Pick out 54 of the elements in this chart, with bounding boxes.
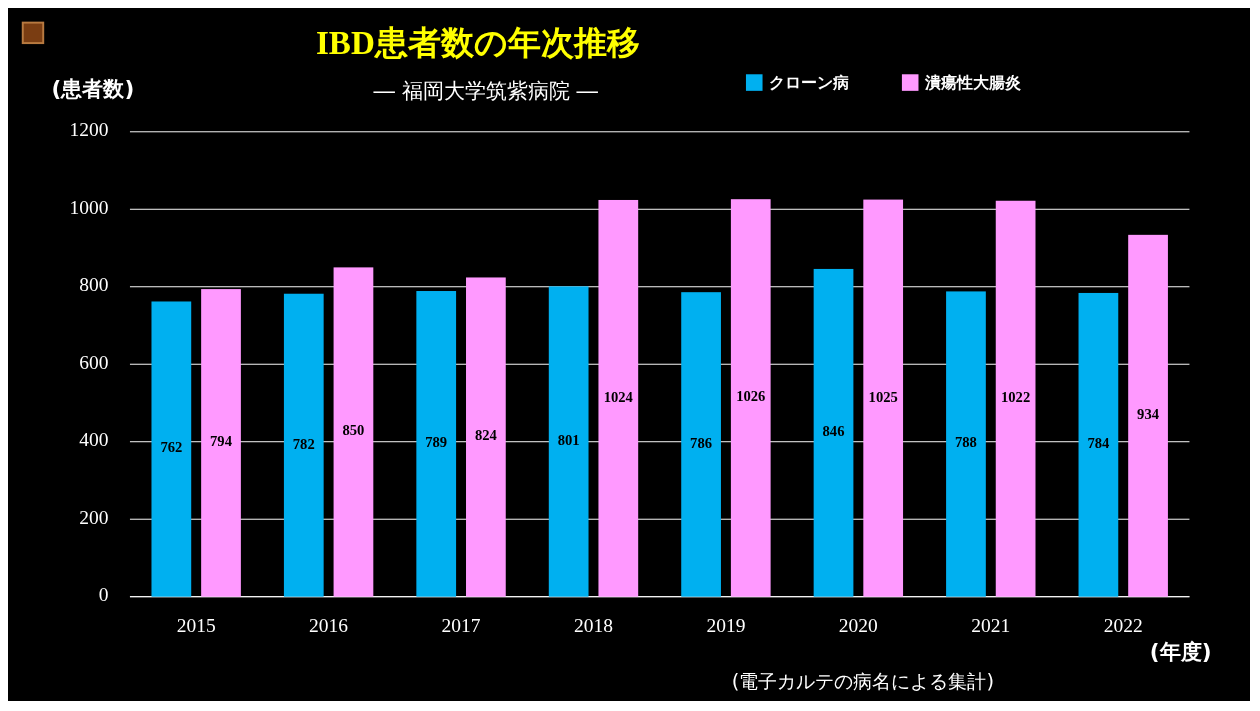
data-label: 788 <box>955 434 977 451</box>
bar <box>995 200 1036 597</box>
data-label: 801 <box>557 431 580 448</box>
x-tick-label: 2018 <box>574 614 613 636</box>
bar <box>201 289 241 597</box>
y-axis-title: (患者数) <box>51 75 135 101</box>
data-label: 934 <box>1137 406 1160 423</box>
bar <box>151 301 192 597</box>
bar <box>416 291 457 597</box>
bar <box>1128 234 1168 597</box>
bar <box>730 199 771 597</box>
data-label: 786 <box>690 434 713 451</box>
y-tick-label: 0 <box>98 584 109 606</box>
data-label: 850 <box>342 422 365 439</box>
bar <box>548 286 589 597</box>
data-label: 782 <box>292 435 315 452</box>
bar <box>466 277 506 597</box>
bar <box>333 267 374 597</box>
y-tick-label: 400 <box>79 429 109 451</box>
bar <box>863 199 904 597</box>
x-axis-title: (年度) <box>1149 639 1212 665</box>
chart-title: IBD患者数の年次推移 <box>315 23 640 61</box>
data-label: 1022 <box>1001 389 1031 406</box>
data-label: 762 <box>160 439 183 456</box>
data-label: 824 <box>474 427 498 444</box>
y-tick-label: 800 <box>79 274 109 296</box>
x-tick-label: 2020 <box>838 614 878 636</box>
data-label: 1026 <box>736 388 766 405</box>
x-tick-label: 2016 <box>309 614 349 636</box>
bar <box>283 293 324 597</box>
data-label: 789 <box>425 434 448 451</box>
x-tick-label: 2021 <box>971 614 1011 636</box>
legend-label: 潰瘍性大腸炎 <box>924 73 1022 92</box>
bar <box>1078 292 1119 597</box>
y-tick-label: 600 <box>79 351 109 373</box>
bar <box>681 292 721 597</box>
legend-label: クローン病 <box>769 73 850 92</box>
data-label: 794 <box>210 433 233 450</box>
text: (電子カルテの病名による集計) <box>731 670 995 694</box>
x-tick-label: 2022 <box>1103 614 1143 636</box>
x-tick-label: 2019 <box>706 614 746 636</box>
bar <box>946 291 986 597</box>
y-tick-label: 1000 <box>69 196 109 218</box>
y-tick-label: 200 <box>79 506 109 528</box>
data-label: 1024 <box>603 388 634 405</box>
y-tick-label: 1200 <box>69 119 109 141</box>
x-tick-label: 2017 <box>441 614 481 636</box>
data-label: 1025 <box>868 388 898 405</box>
bar <box>598 199 639 597</box>
data-label: 784 <box>1087 435 1111 452</box>
chart-subtitle: ― 福岡大学筑紫病院 ― <box>373 77 599 103</box>
x-tick-label: 2015 <box>176 614 216 636</box>
bar <box>813 268 854 597</box>
data-label: 846 <box>822 423 845 440</box>
